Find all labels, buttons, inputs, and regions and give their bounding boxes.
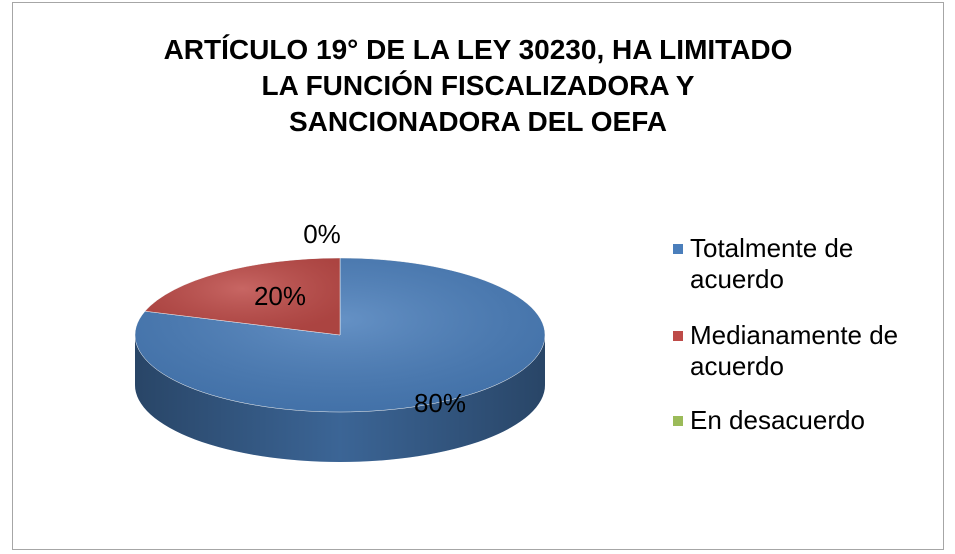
- legend-label: Totalmente de acuerdo: [690, 233, 854, 294]
- data-label: 20%: [254, 281, 306, 311]
- pie-side-shade: [135, 335, 545, 462]
- legend-swatch: [672, 415, 684, 427]
- chart-frame: [12, 2, 944, 550]
- legend-swatch: [672, 330, 684, 342]
- pie-slice-shade: [145, 258, 340, 335]
- data-label: 80%: [414, 388, 466, 418]
- legend-swatch: [672, 243, 684, 255]
- chart-title: ARTÍCULO 19° DE LA LEY 30230, HA LIMITAD…: [163, 34, 793, 137]
- data-label: 0%: [303, 219, 341, 249]
- legend-label: En desacuerdo: [690, 405, 865, 435]
- legend-label: Medianamente de acuerdo: [690, 320, 899, 381]
